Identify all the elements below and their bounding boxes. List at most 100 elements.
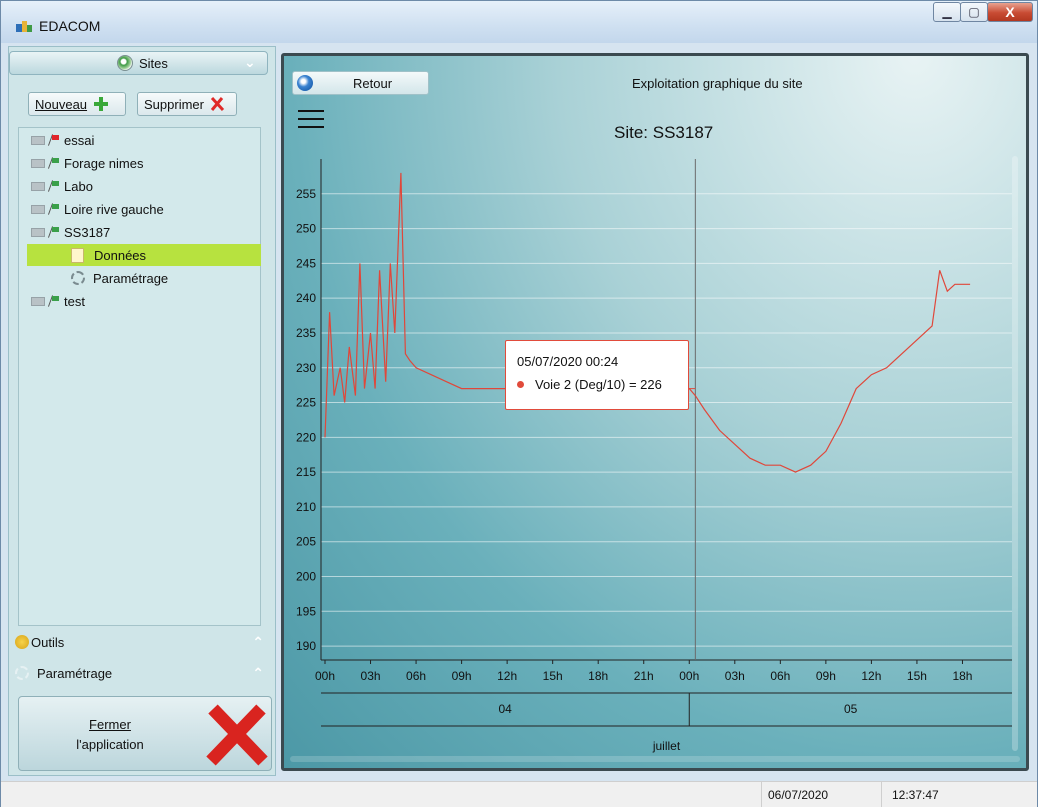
green-flag-icon <box>48 203 60 215</box>
status-time: 12:37:47 <box>881 782 1011 807</box>
y-tick-label: 235 <box>296 326 316 340</box>
page-title: Exploitation graphique du site <box>632 76 803 91</box>
x-tick-label: 12h <box>861 669 881 683</box>
tree-item-donnees[interactable]: Données <box>27 244 261 266</box>
minimize-button[interactable]: ▁ <box>933 2 961 22</box>
x-tick-label: 00h <box>315 669 335 683</box>
month-label: juillet <box>652 739 681 753</box>
x-tick-label: 15h <box>543 669 563 683</box>
gear-icon <box>71 271 85 285</box>
red-x-icon <box>210 96 225 112</box>
tree-item-label: Labo <box>64 178 93 194</box>
sites-label: Sites <box>139 56 168 71</box>
vertical-scrollbar[interactable] <box>1012 156 1018 751</box>
back-button[interactable]: Retour <box>292 71 429 95</box>
sites-icon <box>117 55 133 71</box>
tools-icon <box>15 635 29 649</box>
tree-item-label: test <box>64 293 85 309</box>
refresh-icon <box>297 75 313 91</box>
big-red-x-icon <box>206 704 268 766</box>
status-bar: 06/07/2020 12:37:47 <box>1 781 1037 807</box>
delete-button[interactable]: Supprimer <box>137 92 237 116</box>
folder-icon <box>31 135 45 145</box>
x-tick-label: 18h <box>588 669 608 683</box>
green-flag-icon <box>48 226 60 238</box>
close-app-button[interactable]: Fermer l'application <box>18 696 272 771</box>
gear-icon <box>15 666 29 680</box>
folder-icon <box>31 158 45 168</box>
y-tick-label: 245 <box>296 256 316 270</box>
folder-icon <box>31 227 45 237</box>
horizontal-scrollbar[interactable] <box>290 756 1020 762</box>
close-app-line1: Fermer <box>89 717 131 732</box>
y-tick-label: 250 <box>296 222 316 236</box>
tree-item-loire-rive-gauche[interactable]: Loire rive gauche <box>31 198 164 220</box>
chevron-down-icon: ⌄ <box>244 54 256 70</box>
y-tick-label: 225 <box>296 396 316 410</box>
new-button-label: Nouveau <box>35 96 88 112</box>
tooltip-time: 05/07/2020 00:24 <box>517 354 619 369</box>
chart-canvas[interactable]: 190 195 200 205 210 215 220 225 230 235 240 245 250 2… <box>284 56 1026 768</box>
y-tick-label: 200 <box>296 570 316 584</box>
x-tick-label: 18h <box>952 669 972 683</box>
delete-button-label: Supprimer <box>144 96 204 112</box>
x-tick-label: 15h <box>907 669 927 683</box>
x-tick-label: 06h <box>406 669 426 683</box>
tree-item-label: Loire rive gauche <box>64 201 164 217</box>
close-window-button[interactable]: X <box>987 2 1033 22</box>
tree-item-label: Données <box>94 247 147 263</box>
tree-item-label: Forage nimes <box>64 155 144 171</box>
series-dot-icon <box>517 381 524 388</box>
y-tick-label: 190 <box>296 639 316 653</box>
y-tick-label: 195 <box>296 604 316 618</box>
maximize-button[interactable]: ▢ <box>960 2 988 22</box>
plus-icon <box>94 97 109 111</box>
y-tick-label: 255 <box>296 187 316 201</box>
close-app-label: Fermer l'application <box>65 715 155 755</box>
outils-label: Outils <box>31 634 65 650</box>
tree-item-essai[interactable]: essai <box>31 129 94 151</box>
chart-panel: Retour Exploitation graphique du site Si… <box>281 53 1029 771</box>
tree-item-test[interactable]: test <box>31 290 85 312</box>
green-flag-icon <box>48 180 60 192</box>
window-controls: ▁ ▢ X <box>933 2 1033 22</box>
parametrage-label: Paramétrage <box>37 665 113 681</box>
parametrage-section-header[interactable]: Paramétrage ⌃ <box>15 660 270 686</box>
close-app-line2: l'application <box>76 737 144 752</box>
tree-item-forage-nimes[interactable]: Forage nimes <box>31 152 143 174</box>
tree-item-label: essai <box>64 132 95 148</box>
tree-item-label: SS3187 <box>64 224 111 240</box>
chevron-up-icon: ⌃ <box>252 634 264 650</box>
day-label: 05 <box>844 702 858 716</box>
tree-item-labo[interactable]: Labo <box>31 175 93 197</box>
menu-icon[interactable] <box>298 110 324 130</box>
sites-accordion-header[interactable]: Sites ⌄ <box>9 51 268 75</box>
x-tick-label: 06h <box>770 669 790 683</box>
tooltip-value: Voie 2 (Deg/10) = 226 <box>535 377 662 392</box>
new-button[interactable]: Nouveau <box>28 92 126 116</box>
day-label: 04 <box>498 702 512 716</box>
chevron-up-icon: ⌃ <box>252 665 264 681</box>
status-date: 06/07/2020 <box>761 782 881 807</box>
green-flag-icon <box>48 295 60 307</box>
tree-item-parametrage[interactable]: Paramétrage <box>71 267 168 289</box>
chart-tooltip: 05/07/2020 00:24 Voie 2 (Deg/10) = 226 <box>505 340 689 410</box>
tree-item-ss3187[interactable]: SS3187 <box>31 221 110 243</box>
folder-icon <box>31 204 45 214</box>
x-tick-label: 12h <box>497 669 517 683</box>
x-tick-label: 09h <box>816 669 836 683</box>
y-tick-label: 215 <box>296 465 316 479</box>
x-tick-label: 21h <box>634 669 654 683</box>
folder-icon <box>31 181 45 191</box>
chart-title: Site: SS3187 <box>614 123 714 142</box>
title-bar: EDACOM ▁ ▢ X <box>1 1 1037 43</box>
outils-section-header[interactable]: Outils ⌃ <box>15 629 270 655</box>
x-tick-label: 00h <box>679 669 699 683</box>
y-tick-label: 210 <box>296 500 316 514</box>
y-tick-label: 240 <box>296 291 316 305</box>
x-tick-label: 03h <box>361 669 381 683</box>
green-flag-icon <box>48 157 60 169</box>
back-button-label: Retour <box>353 76 393 91</box>
x-tick-label: 03h <box>725 669 745 683</box>
